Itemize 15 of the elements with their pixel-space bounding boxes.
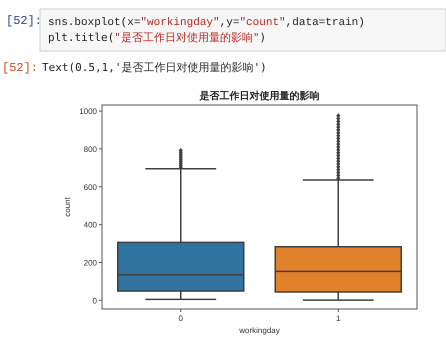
y-tick-label: 400	[84, 220, 98, 230]
chart-title: 是否工作日对使用量的影响	[198, 90, 320, 102]
text: Text(0.5,1,'是否工作日对使用量的影响')	[42, 61, 267, 74]
x-tick-label: 1	[336, 314, 342, 323]
y-tick-label: 0	[92, 296, 98, 306]
text: plt.title("是否工作日对使用量的影响")	[48, 31, 266, 44]
text: [52]:	[6, 14, 42, 28]
y-tick-label: 800	[84, 144, 98, 154]
y-tick-label: 1000	[79, 107, 98, 116]
text: [52]:	[2, 61, 38, 75]
x-axis-title: workingday	[238, 326, 280, 335]
y-tick-label: 600	[84, 182, 98, 192]
text: sns.boxplot(x="workingday",y="count",data=train)	[48, 17, 365, 29]
y-axis-title: count	[63, 196, 72, 217]
y-tick-label: 200	[84, 258, 98, 268]
